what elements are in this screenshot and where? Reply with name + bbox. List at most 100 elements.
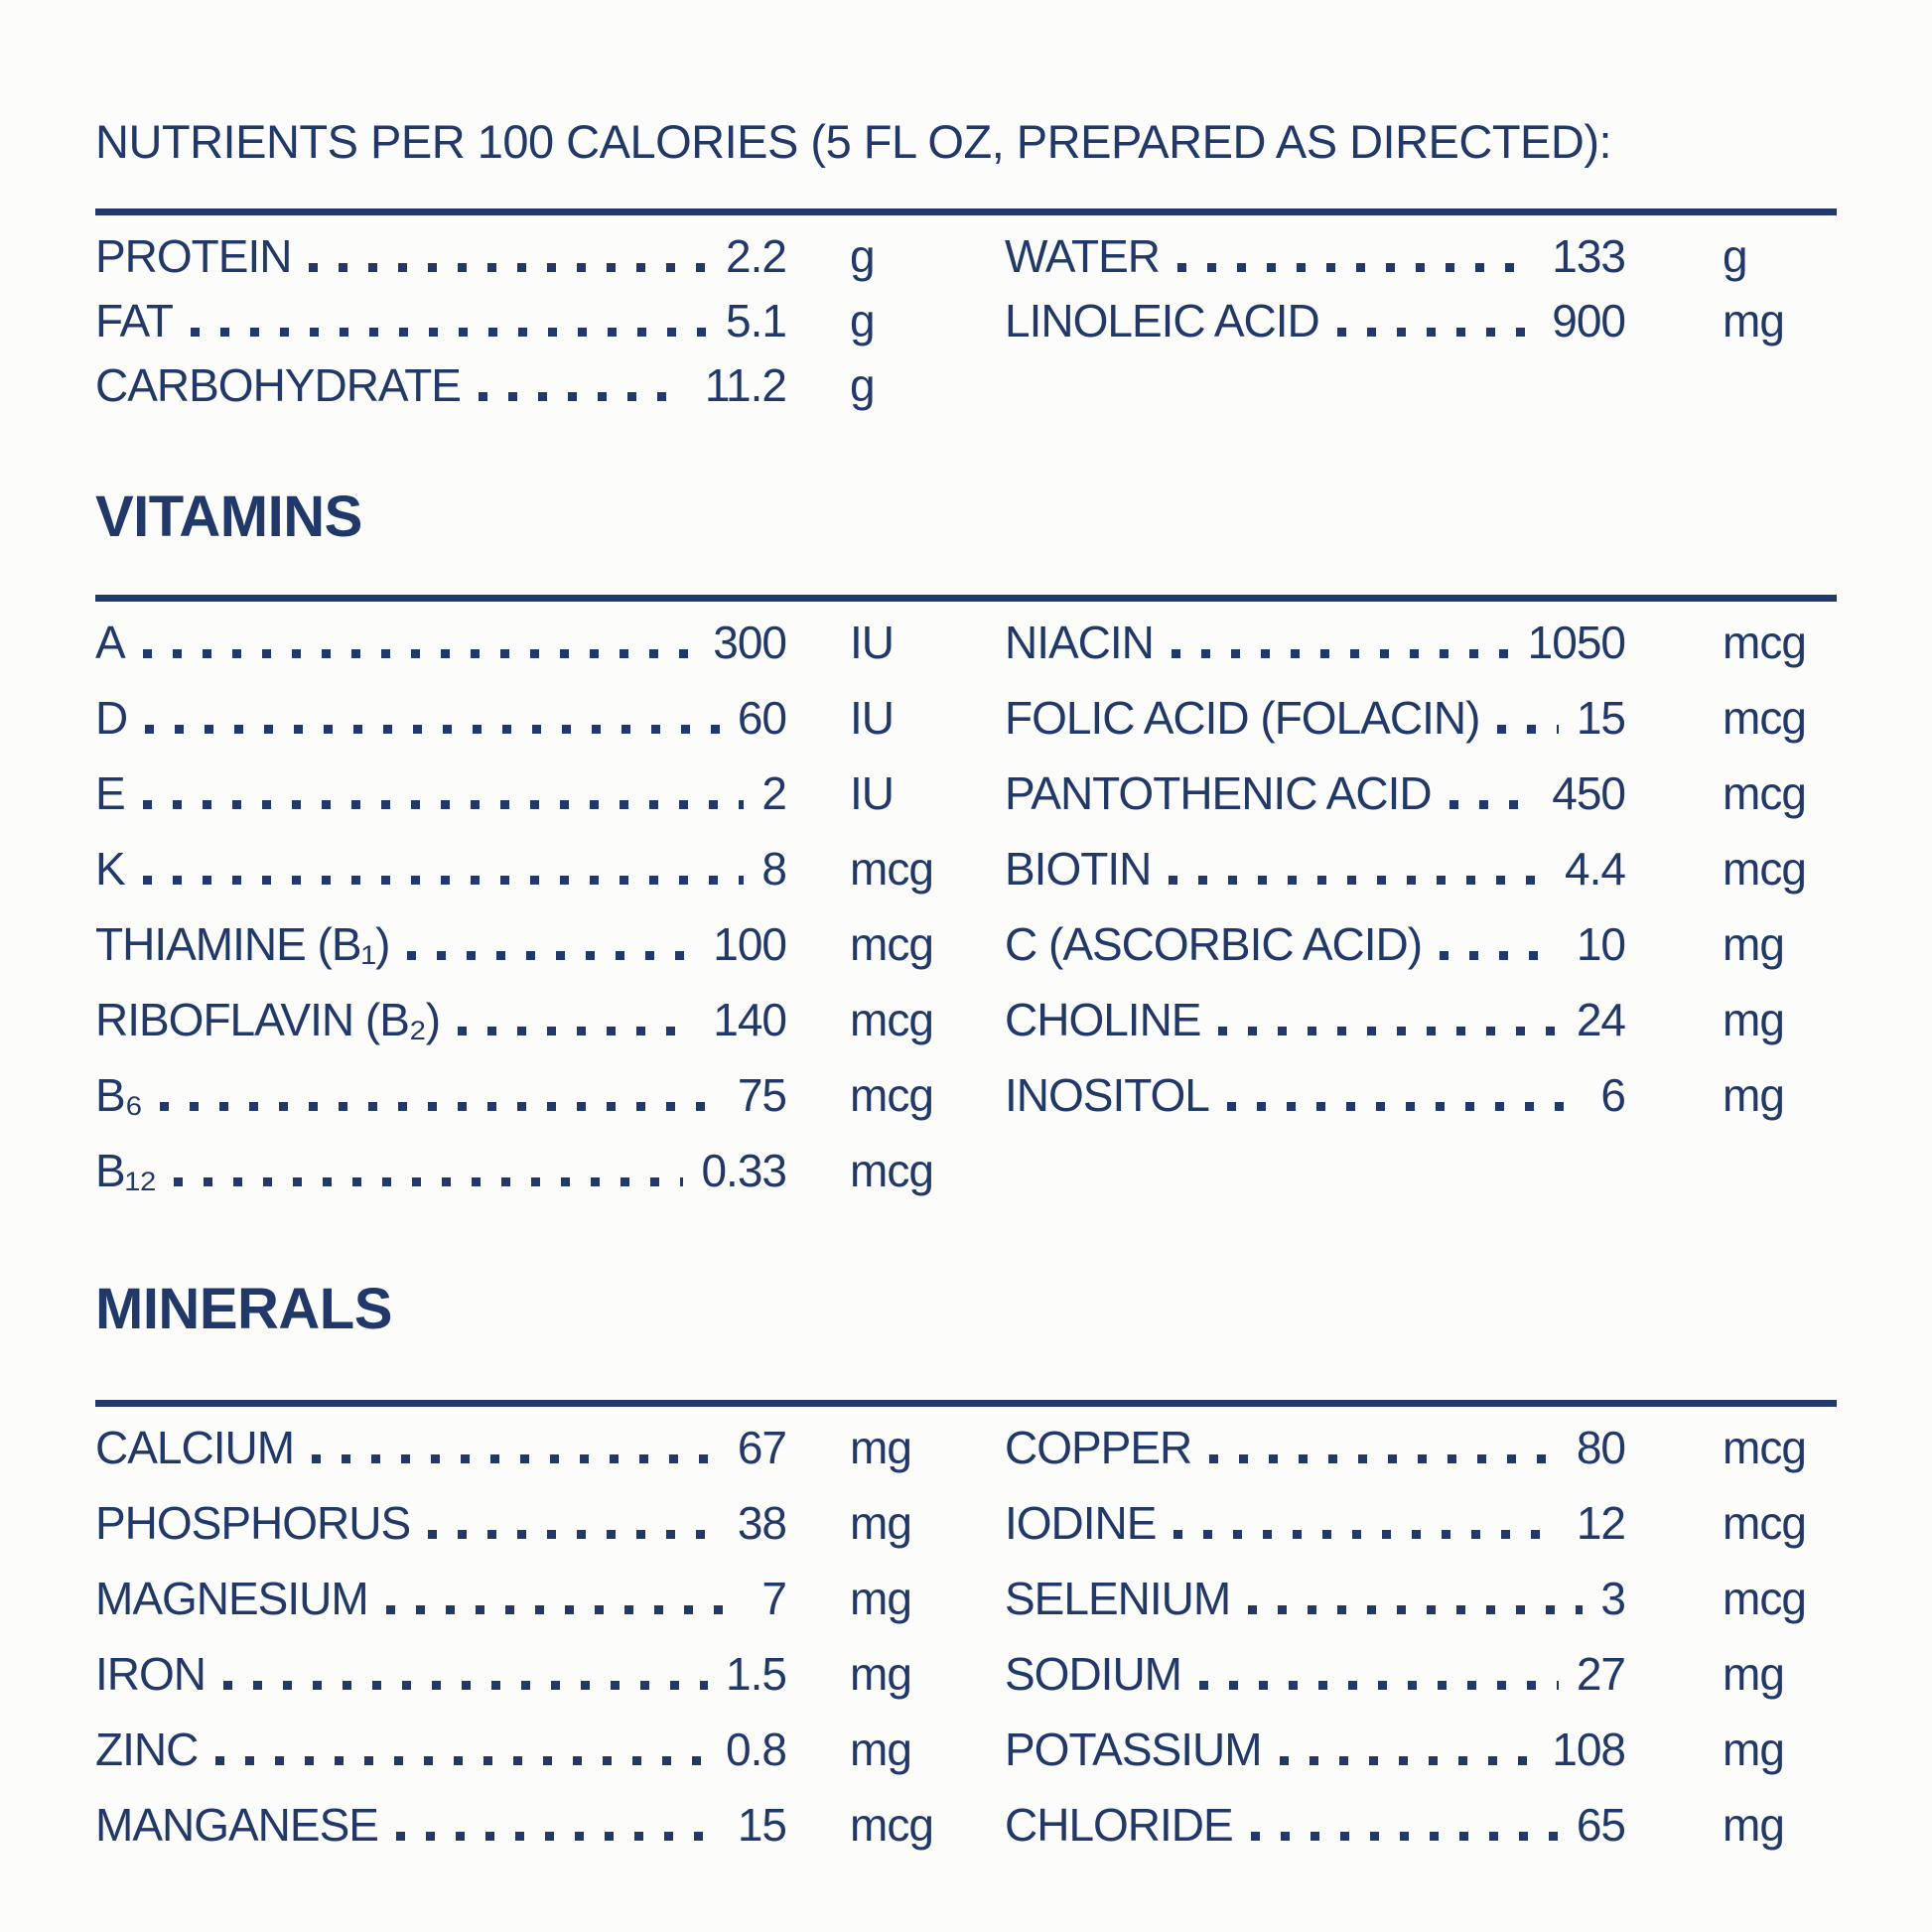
nutrient-label: B₁₂ (95, 1144, 157, 1196)
nutrient-label: PANTOTHENIC ACID (1005, 766, 1433, 819)
nutrient-row: IRON 1.5 mg (95, 1647, 969, 1723)
nutrient-label: FAT (95, 295, 174, 347)
dot-leader (1209, 1454, 1559, 1464)
dot-leader (223, 1681, 709, 1691)
vitamins-left-column: A 300 IU D 60 IU E (95, 616, 969, 1219)
nutrient-row: WATER 133 g (1005, 229, 1834, 294)
macronutrients-right-column: WATER 133 g LINOLEIC ACID 900 mg (1005, 229, 1834, 358)
nutrient-value: 1.5 (726, 1648, 787, 1701)
minerals-left-column: CALCIUM 67 mg PHOSPHORUS 38 mg MAGNESIUM (95, 1421, 969, 1873)
nutrient-label: C (ASCORBIC ACID) (1005, 917, 1423, 970)
nutrient-value: 4.4 (1565, 842, 1626, 895)
nutrient-value: 27 (1576, 1648, 1626, 1701)
dot-leader (215, 1756, 709, 1766)
nutrient-row: CHOLINE 24 mg (1005, 993, 1834, 1068)
nutrient-label: LINOLEIC ACID (1005, 295, 1320, 347)
nutrient-unit: IU (850, 766, 895, 819)
nutrient-row: CARBOHYDRATE 11.2 g (95, 358, 969, 423)
nutrient-row: LINOLEIC ACID 900 mg (1005, 294, 1834, 358)
minerals-section: MINERALS CALCIUM 67 mg PHOSPHORUS 38 (95, 1277, 1837, 1874)
nutrient-unit: mcg (1723, 842, 1807, 895)
nutrient-unit: mg (850, 1422, 912, 1474)
vitamins-heading: VITAMINS (95, 484, 362, 550)
macronutrients-columns: PROTEIN 2.2 g FAT 5.1 g CARBOHYDRATE (95, 229, 1837, 423)
nutrient-row: CHLORIDE 65 mg (1005, 1798, 1834, 1873)
vitamins-section: VITAMINS A 300 IU D 60 IU (95, 484, 1837, 1219)
nutrient-unit: mcg (1723, 616, 1807, 668)
nutrient-unit: mg (1723, 1068, 1785, 1121)
dot-leader (1279, 1756, 1535, 1766)
nutrient-value: 7 (761, 1573, 787, 1625)
nutrient-value: 0.8 (726, 1724, 787, 1776)
nutrient-unit: IU (850, 616, 895, 668)
nutrient-unit: mcg (850, 917, 934, 970)
nutrient-unit: mg (1723, 917, 1785, 970)
nutrient-row: PHOSPHORUS 38 mg (95, 1496, 969, 1572)
nutrient-label: D (95, 691, 128, 744)
nutrient-row: D 60 IU (95, 691, 969, 766)
dot-leader (309, 263, 709, 273)
nutrient-unit: mcg (850, 993, 934, 1045)
nutrient-unit: mg (1723, 993, 1785, 1045)
dot-leader (312, 1454, 720, 1464)
nutrient-unit: mg (850, 1648, 912, 1701)
nutrient-row: A 300 IU (95, 616, 969, 691)
nutrient-value: 11.2 (704, 359, 787, 412)
dot-leader (385, 1605, 745, 1615)
nutrient-row: SODIUM 27 mg (1005, 1647, 1834, 1723)
nutrient-unit: mcg (1723, 691, 1807, 744)
nutrient-label: COPPER (1005, 1422, 1192, 1474)
nutrient-value: 140 (713, 993, 787, 1045)
nutrient-value: 15 (1576, 691, 1626, 744)
nutrient-row: INOSITOL 6 mg (1005, 1068, 1834, 1144)
nutrient-value: 0.33 (701, 1144, 787, 1196)
minerals-divider-rule (95, 1400, 1837, 1408)
nutrient-unit: mcg (850, 1799, 934, 1852)
nutrient-value: 67 (737, 1422, 787, 1474)
dot-leader (190, 328, 709, 338)
nutrient-unit: mcg (1723, 766, 1807, 819)
nutrient-value: 15 (737, 1799, 787, 1852)
nutrient-label: PROTEIN (95, 230, 292, 283)
dot-leader (1250, 1832, 1559, 1842)
nutrient-unit: mcg (850, 1144, 934, 1196)
minerals-right-column: COPPER 80 mcg IODINE 12 mcg SELENIUM (1005, 1421, 1834, 1873)
dot-leader (1497, 724, 1559, 734)
nutrient-value: 450 (1552, 766, 1626, 819)
nutrient-row: PANTOTHENIC ACID 450 mcg (1005, 766, 1834, 842)
nutrient-row: COPPER 80 mcg (1005, 1421, 1834, 1496)
nutrient-label: NIACIN (1005, 616, 1155, 668)
nutrient-value: 108 (1552, 1724, 1626, 1776)
nutrient-unit: mg (850, 1497, 912, 1550)
nutrient-unit: mcg (1723, 1573, 1807, 1625)
nutrient-label: E (95, 766, 126, 819)
nutrient-row: E 2 IU (95, 766, 969, 842)
dot-leader (174, 1176, 684, 1186)
minerals-columns: CALCIUM 67 mg PHOSPHORUS 38 mg MAGNESIUM (95, 1421, 1837, 1873)
nutrient-row: THIAMINE (B₁) 100 mcg (95, 917, 969, 993)
nutrient-row: K 8 mcg (95, 842, 969, 917)
nutrient-value: 3 (1600, 1573, 1626, 1625)
nutrient-label: BIOTIN (1005, 842, 1152, 895)
nutrient-row: POTASSIUM 108 mg (1005, 1723, 1834, 1798)
dot-leader (1169, 875, 1548, 885)
nutrient-label: CHOLINE (1005, 993, 1201, 1045)
nutrient-label: POTASSIUM (1005, 1724, 1263, 1776)
nutrient-row: B₁₂ 0.33 mcg (95, 1144, 969, 1219)
nutrient-label: A (95, 616, 126, 668)
dot-leader (407, 950, 696, 960)
nutrient-unit: mg (1723, 1724, 1785, 1776)
panel-title: NUTRIENTS PER 100 CALORIES (5 FL OZ, PRE… (95, 115, 1612, 168)
nutrient-value: 2.2 (726, 230, 787, 283)
nutrient-label: MANGANESE (95, 1799, 379, 1852)
dot-leader (1176, 263, 1535, 273)
nutrient-value: 1050 (1527, 616, 1626, 668)
nutrient-label: CHLORIDE (1005, 1799, 1234, 1852)
nutrient-row: FAT 5.1 g (95, 294, 969, 358)
nutrient-value: 65 (1576, 1799, 1626, 1852)
nutrient-row: MAGNESIUM 7 mg (95, 1572, 969, 1647)
nutrient-value: 100 (713, 917, 787, 970)
nutrient-label: MAGNESIUM (95, 1573, 369, 1625)
dot-leader (142, 799, 745, 809)
